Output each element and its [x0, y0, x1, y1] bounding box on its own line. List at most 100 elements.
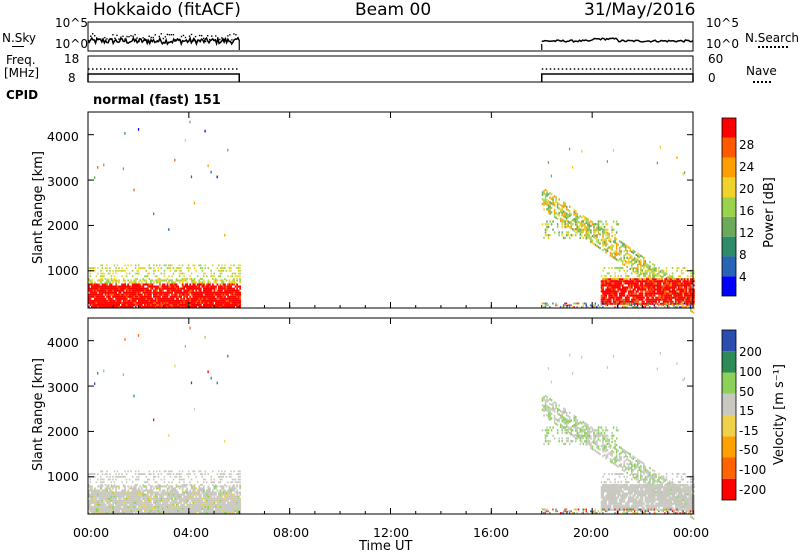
- power-cell: [207, 164, 209, 168]
- power-cell: [192, 279, 195, 282]
- velocity-cell: [215, 503, 217, 506]
- power-cell: [599, 228, 601, 231]
- power-cell: [169, 289, 172, 292]
- power-cell: [643, 286, 645, 289]
- velocity-cell: [177, 507, 180, 510]
- power-cell: [549, 212, 551, 215]
- power-cell: [236, 303, 238, 306]
- power-cell: [655, 300, 657, 303]
- power-cell: [175, 305, 178, 308]
- power-cell: [570, 234, 572, 237]
- power-cell: [621, 260, 624, 263]
- power-cell: [210, 303, 213, 306]
- power-cell: [95, 291, 98, 294]
- power-cell: [101, 275, 104, 278]
- power-cell: [605, 237, 607, 240]
- power-cell: [617, 259, 619, 262]
- power-cell: [693, 272, 695, 275]
- power-cell: [575, 220, 577, 223]
- power-cell: [562, 236, 565, 240]
- velocity-cell: [104, 493, 107, 496]
- velocity-cell: [154, 497, 157, 500]
- power-cell: [665, 292, 668, 295]
- freq-left-tick-top: 18: [64, 52, 80, 66]
- power-cell: [100, 269, 102, 272]
- power-cell: [682, 272, 684, 275]
- velocity-cell: [186, 497, 189, 500]
- power-cell: [652, 284, 654, 287]
- power-cell: [125, 303, 128, 306]
- velocity-cell: [103, 507, 105, 510]
- power-cell: [661, 269, 663, 272]
- power-cell: [553, 215, 556, 218]
- power-cell: [127, 289, 130, 292]
- nsearch-dot: [130, 34, 132, 37]
- velocity-cell: [174, 509, 176, 512]
- nsearch-dot: [146, 39, 148, 41]
- power-cell: [199, 289, 202, 292]
- velocity-cell: [172, 511, 175, 514]
- power-cell: [142, 291, 145, 294]
- power-cell: [215, 291, 217, 294]
- velocity-cell: [209, 511, 211, 514]
- power-cell: [228, 299, 231, 302]
- velocity-cell: [221, 487, 223, 490]
- velocity-cell: [227, 501, 229, 504]
- power-cell: [91, 285, 93, 288]
- power-cell: [131, 297, 134, 300]
- power-cell: [222, 301, 225, 304]
- velocity-cell: [113, 484, 116, 486]
- power-cell: [603, 277, 606, 280]
- velocity-cell: [224, 493, 226, 496]
- power-cell: [146, 291, 149, 294]
- power-cell: [618, 302, 621, 305]
- velocity-cell: [213, 485, 216, 488]
- power-cell: [177, 289, 180, 292]
- velocity-cell: [562, 407, 565, 410]
- power-cell: [163, 297, 166, 300]
- power-cell: [202, 305, 205, 308]
- velocity-cell: [146, 491, 149, 494]
- nsearch-dot: [140, 38, 142, 41]
- power-cell: [679, 284, 682, 287]
- power-cell: [665, 284, 668, 287]
- power-cell: [106, 269, 108, 272]
- power-cell: [668, 306, 671, 308]
- power-cell: [115, 279, 117, 282]
- velocity-cell: [547, 406, 550, 409]
- power-cell: [608, 286, 611, 289]
- velocity-cell: [239, 491, 242, 494]
- power-cell: [178, 291, 181, 294]
- power-cell: [653, 266, 656, 269]
- velocity-cell: [139, 485, 142, 488]
- power-cell: [239, 272, 241, 275]
- power-cell: [163, 303, 166, 306]
- velocity-cell: [106, 495, 108, 498]
- velocity-cell: [183, 485, 186, 488]
- power-cell: [230, 269, 232, 272]
- velocity-cell: [184, 497, 187, 500]
- power-cell: [175, 269, 178, 272]
- power-cell: [169, 299, 172, 302]
- power-cell: [159, 297, 161, 300]
- power-cell: [184, 138, 187, 142]
- power-cell: [662, 304, 665, 307]
- velocity-cell: [573, 423, 576, 427]
- velocity-cell: [572, 440, 574, 443]
- velocity-cell: [165, 509, 167, 512]
- power-cell: [142, 267, 144, 269]
- power-cell: [564, 220, 566, 223]
- power-cell: [617, 296, 620, 299]
- power-cell: [661, 304, 663, 307]
- power-cell: [221, 289, 223, 292]
- velocity-cell: [106, 493, 108, 496]
- velocity-cell: [237, 507, 240, 510]
- velocity-cell: [89, 495, 92, 498]
- power-cell: [110, 287, 113, 290]
- power-cell: [664, 298, 667, 301]
- power-cell: [570, 227, 572, 230]
- power-cell: [94, 269, 96, 272]
- power-cell: [600, 302, 602, 305]
- velocity-cell: [107, 507, 110, 510]
- velocity-cell: [216, 495, 219, 498]
